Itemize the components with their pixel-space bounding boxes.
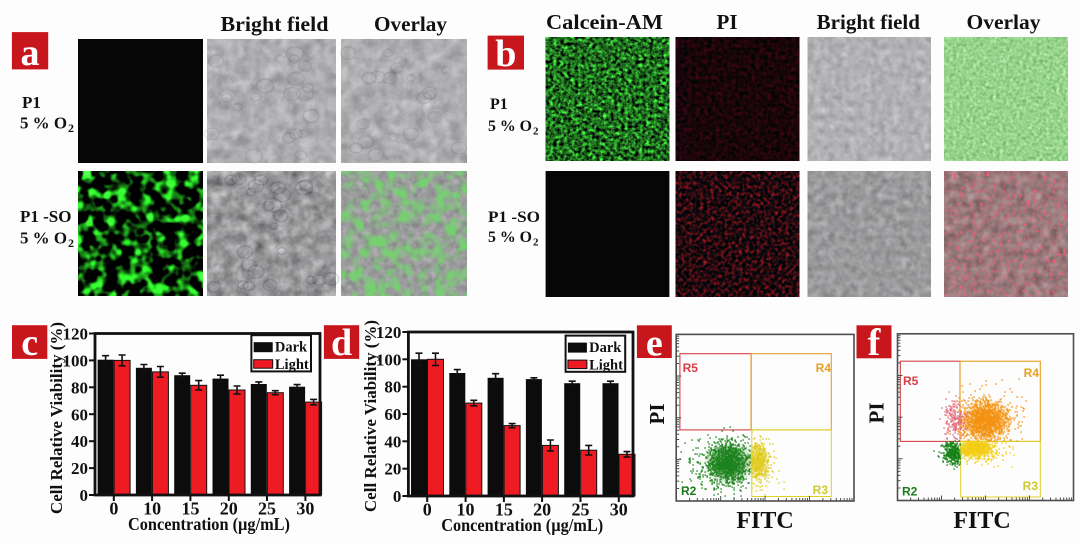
svg-text:e: e bbox=[646, 322, 663, 364]
svg-text:5 % O: 5 % O bbox=[488, 229, 532, 246]
svg-text:d: d bbox=[331, 322, 352, 364]
svg-text:5 % O: 5 % O bbox=[488, 118, 532, 135]
svg-text:R5: R5 bbox=[903, 374, 919, 388]
svg-text:Bright field: Bright field bbox=[817, 10, 921, 34]
svg-text:10: 10 bbox=[143, 499, 161, 519]
svg-text:2: 2 bbox=[68, 121, 74, 135]
svg-text:R2: R2 bbox=[681, 484, 697, 498]
svg-text:c: c bbox=[21, 322, 38, 364]
svg-text:15: 15 bbox=[495, 500, 513, 520]
svg-text:Cell Relative Viability (%): Cell Relative Viability (%) bbox=[47, 322, 66, 514]
svg-text:Calcein-AM: Calcein-AM bbox=[546, 10, 663, 34]
svg-text:30: 30 bbox=[610, 500, 628, 520]
svg-text:Overlay: Overlay bbox=[967, 10, 1042, 34]
svg-text:2: 2 bbox=[533, 126, 539, 138]
svg-text:0: 0 bbox=[80, 486, 89, 505]
svg-text:R3: R3 bbox=[1023, 479, 1039, 493]
svg-text:FITC: FITC bbox=[953, 508, 1010, 534]
svg-text:20: 20 bbox=[533, 500, 551, 520]
svg-text:Cell Relative Viability (%): Cell Relative Viability (%) bbox=[361, 320, 380, 512]
svg-text:20: 20 bbox=[384, 460, 401, 479]
svg-text:R4: R4 bbox=[1024, 366, 1040, 380]
svg-text:60: 60 bbox=[384, 405, 401, 424]
svg-text:R4: R4 bbox=[816, 361, 832, 375]
svg-text:a: a bbox=[21, 32, 40, 74]
svg-text:5 % O: 5 % O bbox=[20, 114, 67, 133]
svg-text:R2: R2 bbox=[902, 485, 918, 499]
svg-text:P1: P1 bbox=[22, 93, 41, 112]
svg-text:80: 80 bbox=[71, 378, 88, 397]
svg-text:25: 25 bbox=[258, 499, 276, 519]
svg-text:b: b bbox=[495, 33, 516, 75]
svg-text:120: 120 bbox=[376, 323, 402, 342]
svg-text:Overlay: Overlay bbox=[374, 12, 448, 36]
svg-text:PI: PI bbox=[865, 403, 889, 424]
svg-text:Light: Light bbox=[589, 358, 623, 374]
svg-text:PI: PI bbox=[645, 404, 669, 425]
svg-text:PI: PI bbox=[717, 10, 738, 34]
svg-text:Dark: Dark bbox=[275, 340, 308, 356]
svg-text:120: 120 bbox=[63, 325, 89, 344]
svg-text:40: 40 bbox=[384, 432, 401, 451]
svg-text:0: 0 bbox=[393, 487, 402, 506]
svg-text:0: 0 bbox=[423, 500, 432, 520]
svg-text:100: 100 bbox=[376, 350, 402, 369]
svg-text:30: 30 bbox=[296, 499, 314, 519]
svg-text:P1: P1 bbox=[490, 96, 508, 113]
svg-text:P1 -SO: P1 -SO bbox=[20, 207, 71, 226]
svg-text:Dark: Dark bbox=[589, 340, 622, 356]
svg-text:40: 40 bbox=[71, 432, 88, 451]
svg-text:f: f bbox=[868, 322, 882, 364]
svg-text:80: 80 bbox=[384, 378, 401, 397]
svg-text:R5: R5 bbox=[683, 361, 699, 375]
svg-text:60: 60 bbox=[71, 405, 88, 424]
svg-text:Concentration (µg/mL): Concentration (µg/mL) bbox=[128, 514, 290, 535]
svg-text:2: 2 bbox=[533, 237, 539, 249]
svg-text:20: 20 bbox=[220, 499, 238, 519]
svg-text:P1 -SO: P1 -SO bbox=[488, 209, 540, 226]
svg-text:25: 25 bbox=[571, 500, 589, 520]
svg-text:FITC: FITC bbox=[736, 508, 793, 534]
svg-text:2: 2 bbox=[68, 236, 74, 250]
svg-text:Concentration (µg/mL): Concentration (µg/mL) bbox=[441, 515, 603, 536]
svg-text:5 % O: 5 % O bbox=[20, 229, 67, 248]
svg-text:0: 0 bbox=[109, 499, 118, 519]
svg-text:Bright field: Bright field bbox=[221, 12, 329, 36]
svg-text:10: 10 bbox=[457, 500, 475, 520]
svg-text:20: 20 bbox=[71, 459, 88, 478]
svg-text:100: 100 bbox=[63, 351, 89, 370]
svg-text:R3: R3 bbox=[813, 483, 829, 497]
svg-text:Light: Light bbox=[275, 357, 309, 373]
svg-text:15: 15 bbox=[181, 499, 199, 519]
